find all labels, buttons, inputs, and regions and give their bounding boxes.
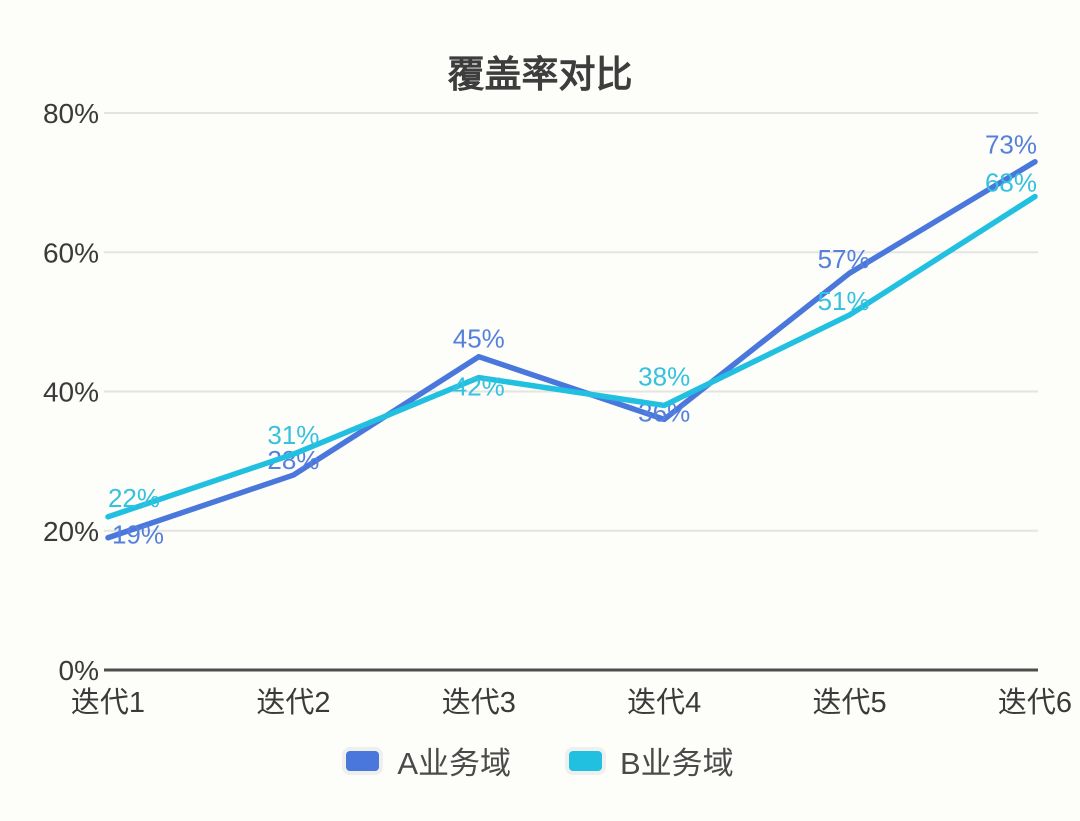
x-tick-label: 迭代1 bbox=[71, 686, 145, 719]
series-a-line bbox=[105, 158, 1038, 541]
data-label: 57% bbox=[818, 244, 870, 274]
x-tick-label: 迭代6 bbox=[998, 686, 1072, 719]
series-b-swatch bbox=[569, 750, 602, 771]
data-label: 31% bbox=[267, 420, 319, 450]
data-label: 68% bbox=[985, 168, 1037, 198]
data-label: 22% bbox=[108, 483, 160, 513]
series-b-line bbox=[105, 193, 1038, 520]
series-a-swatch bbox=[346, 750, 380, 771]
y-tick-label: 20% bbox=[43, 516, 99, 547]
data-label: 19% bbox=[112, 520, 164, 550]
legend-item-series-b[interactable]: B业务域 bbox=[569, 738, 734, 783]
data-label: 38% bbox=[638, 361, 690, 391]
series-b-legend-label: B业务域 bbox=[620, 746, 734, 781]
chart-legend: A业务域 B业务域 bbox=[0, 738, 1080, 783]
x-tick-label: 迭代4 bbox=[627, 686, 701, 719]
y-tick-label: 80% bbox=[43, 98, 99, 129]
x-tick-label: 迭代3 bbox=[442, 686, 516, 719]
data-label: 45% bbox=[453, 324, 505, 354]
data-label: 73% bbox=[985, 130, 1037, 160]
y-tick-label: 0% bbox=[59, 655, 99, 686]
x-tick-label: 迭代2 bbox=[256, 686, 330, 719]
data-label: 51% bbox=[818, 286, 870, 316]
y-tick-label: 60% bbox=[43, 237, 99, 268]
series-a-legend-label: A业务域 bbox=[397, 746, 511, 781]
chart-title: 覆盖率对比 bbox=[447, 54, 633, 95]
data-label: 42% bbox=[453, 372, 505, 402]
y-tick-label: 40% bbox=[43, 377, 99, 408]
x-tick-label: 迭代5 bbox=[813, 686, 887, 719]
legend-item-series-a[interactable]: A业务域 bbox=[346, 738, 511, 783]
